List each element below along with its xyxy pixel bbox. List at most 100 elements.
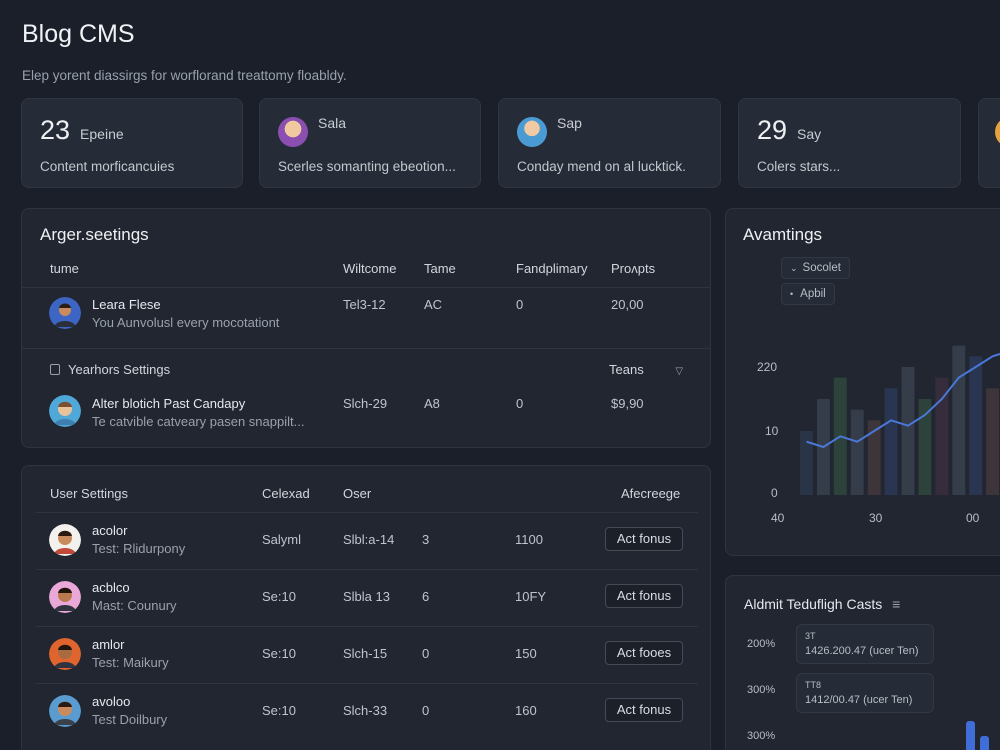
stat-card[interactable]: 29 Say Colers stars... [738,98,961,188]
column-header[interactable]: Celexad [262,486,310,501]
stat-desc: Colers stars... [757,159,841,174]
row-subtitle: You Aunvolusl every mocotationt [92,315,280,330]
row-name[interactable]: acblco [92,580,130,595]
divider [36,569,698,570]
row-cell: 6 [422,589,430,604]
menu-icon[interactable]: ≡ [892,596,901,612]
legend-label: Apbil [800,288,826,300]
stat-label: Epeine [80,126,124,142]
y-tick-label: 300% [747,730,776,742]
chart-bar [980,736,989,750]
divider [22,287,710,288]
x-tick-label: 30 [869,511,883,525]
column-header[interactable]: Wiltcome [343,261,397,276]
action-button[interactable]: Act fonus [605,698,683,722]
stat-desc: Conday mend on al lucktick. [517,159,686,174]
divider [22,348,710,349]
row-name[interactable]: Alter blotich Past Candapy [92,396,246,411]
row-name[interactable]: acolor [92,523,128,538]
legend-item[interactable]: • Apbil [781,283,835,305]
row-cell: 0 [516,396,524,411]
y-tick-label: 10 [765,424,779,438]
legend-item[interactable]: ⌄ Socolet [781,257,850,279]
chevron-down-icon: ⌄ [790,263,798,273]
chevron-down-icon: ▽ [675,366,684,377]
column-header[interactable]: Fandplimary [516,261,588,276]
column-header[interactable]: Oser [343,486,372,501]
avatar [278,117,308,147]
column-header[interactable]: Afecreege [621,486,681,501]
row-name[interactable]: Leara Flese [92,297,161,312]
stat-value: 29 [757,115,788,145]
panel-title-label: Aldmit Tedufligh Casts [744,596,883,612]
page-subtitle: Elep yorent diassirgs for worflorand tre… [22,68,347,83]
section-label: Yearhors Settings [68,362,171,377]
stat-card[interactable]: Sap Conday mend on al lucktick. [498,98,721,188]
row-cell: Tel3-12 [343,297,386,312]
divider [36,626,698,627]
stat-label: Sap [557,115,582,131]
avatar [995,117,1000,147]
chart-bar [884,388,898,495]
row-cell: $9,90 [611,396,644,411]
stat-label: Sala [318,115,347,131]
row-name[interactable]: amlor [92,637,125,652]
action-button[interactable]: Act fonus [605,584,683,608]
row-cell: 0 [422,646,430,661]
tooltip: 3T 1426.200.47 (ucer Ten) [796,624,934,664]
row-cell: Se:10 [262,703,296,718]
chart-bar [901,367,915,495]
series-line [806,352,1000,449]
tooltip-label: TT8 [805,680,822,690]
row-cell: Slch-15 [343,646,388,661]
stat-card[interactable]: 23 Epeine Content morficancuies [21,98,243,188]
column-header[interactable]: tume [50,261,79,276]
section-filter[interactable]: Teans ▽ [609,362,683,377]
tooltip: TT8 1412/00.47 (ucer Ten) [796,673,934,713]
row-cell: Se:10 [262,646,296,661]
row-subtitle: Test: Rlidurpony [92,541,186,556]
filter-label: Teans [609,362,644,377]
panel-title: Avamtings [743,225,823,244]
row-cell: Slbl:a-14 [343,532,395,547]
avatar [49,395,81,427]
row-cell: 20,00 [611,297,644,312]
lock-icon [50,364,60,375]
avatar [517,117,547,147]
settings-panel: Arger.seetings tume Wiltcome Tame Fandpl… [21,208,711,448]
section-header[interactable]: Yearhors Settings [50,362,170,377]
stat-label: Say [797,126,822,142]
chart-bar [935,377,949,495]
row-cell: 0 [422,703,430,718]
row-cell: Slch-33 [343,703,388,718]
avatar [49,524,81,556]
action-button[interactable]: Act fonus [605,527,683,551]
panel-title: Arger.seetings [40,225,149,244]
row-name[interactable]: avoloo [92,694,131,709]
divider [36,512,698,513]
column-header[interactable]: Tame [424,261,456,276]
avatar [49,297,81,329]
costs-panel: Aldmit Tedufligh Casts ≡ 200% 300% 300% … [725,575,1000,750]
tooltip-value: 1426.200.47 (ucer Ten) [805,645,919,657]
row-subtitle: Te catvible catveary pasen snappilt... [92,414,305,429]
stat-card[interactable] [978,98,1000,188]
chart-bar [867,420,881,495]
stat-card[interactable]: Sala Scerles somanting ebeotion... [259,98,481,188]
column-header[interactable]: User Settings [50,486,129,501]
user-settings-panel: User Settings Celexad Oser Afecreege aco… [21,465,711,750]
row-cell: 1100 [515,532,543,547]
row-cell: 3 [422,532,430,547]
column-header[interactable]: Proʌpts [611,261,656,276]
row-cell: Se:10 [262,589,296,604]
divider [36,683,698,684]
page-title: Blog CMS [22,20,135,48]
chart-bar [918,399,932,495]
avatar [49,695,81,727]
legend-label: Socolet [802,262,841,274]
row-cell: Slch-29 [343,396,388,411]
row-subtitle: Test Doilbury [92,712,168,727]
stat-desc: Scerles somanting ebeotion... [278,159,456,174]
row-cell: 150 [515,646,537,661]
action-button[interactable]: Act fooes [605,641,683,665]
